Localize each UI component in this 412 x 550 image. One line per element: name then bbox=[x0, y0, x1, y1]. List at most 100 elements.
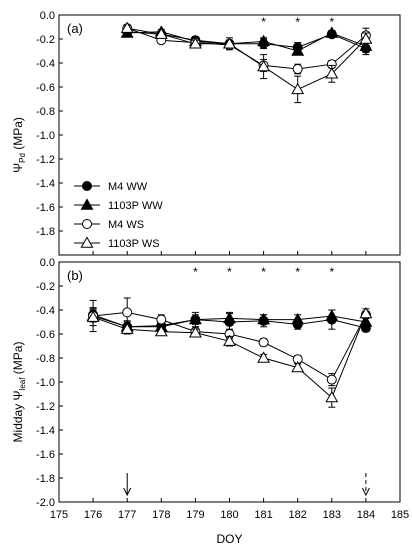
data-point bbox=[326, 374, 337, 385]
series-1103p-ws bbox=[120, 21, 373, 104]
y-tick-label: 0.0 bbox=[40, 10, 55, 22]
data-point bbox=[257, 59, 271, 72]
y-axis-title-unit: (MPa) bbox=[11, 117, 25, 153]
y-tick-label: -1.2 bbox=[36, 401, 55, 413]
y-axis-title-main: Midday Ψ bbox=[11, 390, 25, 442]
significance-star: * bbox=[227, 265, 232, 279]
data-point bbox=[223, 311, 236, 324]
significance-star: * bbox=[329, 15, 334, 29]
y-axis-title-main: Ψ bbox=[11, 163, 25, 173]
significance-star: * bbox=[261, 15, 266, 29]
y-tick-label: -1.4 bbox=[36, 425, 55, 437]
panel-label: (b) bbox=[67, 268, 83, 283]
y-tick-label: -1.6 bbox=[36, 202, 55, 214]
x-tick-label: 179 bbox=[186, 509, 204, 521]
arrow-head bbox=[123, 487, 132, 497]
legend-label: 1103P WW bbox=[108, 200, 163, 212]
significance-star: * bbox=[193, 265, 198, 279]
series-1103p-ws bbox=[86, 306, 373, 408]
y-tick-label: -0.6 bbox=[36, 82, 55, 94]
legend-marker bbox=[82, 181, 92, 191]
data-point bbox=[188, 326, 202, 338]
data-point bbox=[291, 360, 305, 373]
significance-star: * bbox=[261, 265, 266, 279]
x-tick-label: 177 bbox=[118, 509, 136, 521]
panel-b: 0.0 -0.2 -0.4 -0.6 -0.8 -1.0 -1.2 -1.4 -1.6 -1.8 -… bbox=[11, 257, 409, 546]
data-point bbox=[154, 27, 168, 39]
y-tick-label: -1.6 bbox=[36, 449, 55, 461]
data-point bbox=[325, 67, 339, 79]
data-point bbox=[120, 322, 134, 334]
data-point bbox=[223, 37, 236, 49]
data-point bbox=[359, 306, 373, 319]
data-point bbox=[257, 34, 271, 47]
data-point bbox=[291, 82, 305, 95]
y-tick-label: -0.4 bbox=[36, 305, 55, 317]
data-point bbox=[156, 314, 167, 325]
x-tick-label: 183 bbox=[323, 509, 341, 521]
data-point bbox=[257, 351, 271, 363]
x-tick-label: 175 bbox=[50, 509, 68, 521]
y-axis-title-sub: leaf bbox=[18, 377, 27, 391]
y-tick-label: -0.8 bbox=[36, 353, 55, 365]
data-point bbox=[188, 312, 202, 325]
x-tick-label: 181 bbox=[254, 509, 272, 521]
x-tick-label: 180 bbox=[220, 509, 238, 521]
y-tick-label: -0.2 bbox=[36, 34, 55, 46]
data-point bbox=[257, 312, 271, 325]
y-axis-title-sub: Pd bbox=[18, 153, 27, 163]
y-tick-label: -2.0 bbox=[36, 497, 55, 509]
data-point bbox=[223, 334, 236, 346]
data-point bbox=[86, 310, 100, 322]
series-line bbox=[127, 27, 367, 90]
x-tick-label: 184 bbox=[357, 509, 375, 521]
y-axis-title-unit: (MPa) bbox=[11, 342, 25, 378]
significance-star: * bbox=[329, 265, 334, 279]
x-tick-label: 182 bbox=[289, 509, 307, 521]
x-tick-label: 178 bbox=[152, 509, 170, 521]
legend-marker bbox=[82, 219, 92, 229]
y-tick-label: -1.8 bbox=[36, 473, 55, 485]
significance-star: * bbox=[295, 15, 300, 29]
x-axis-title: DOY bbox=[216, 532, 242, 546]
legend-marker bbox=[80, 198, 94, 210]
x-tick-label: 176 bbox=[84, 509, 102, 521]
x-tick-label: 185 bbox=[391, 509, 409, 521]
data-point bbox=[291, 44, 305, 56]
y-tick-label: 0.0 bbox=[40, 257, 55, 269]
y-tick-label: -1.4 bbox=[36, 178, 55, 190]
data-point bbox=[154, 324, 168, 337]
y-tick-label: -1.0 bbox=[36, 130, 55, 142]
y-tick-label: -1.2 bbox=[36, 154, 55, 166]
panel-a: 0.0 -0.2 -0.4 -0.6 -0.8 -1.0 -1.2 -1.4 -1.6 -1.8 Ψ… bbox=[11, 10, 401, 256]
data-point bbox=[325, 309, 339, 321]
data-point bbox=[120, 21, 134, 33]
legend-label: M4 WW bbox=[108, 181, 148, 193]
y-tick-label: -0.4 bbox=[36, 58, 55, 70]
data-point bbox=[359, 32, 373, 44]
significance-star: * bbox=[295, 265, 300, 279]
data-point bbox=[325, 26, 339, 38]
y-tick-label: -1.8 bbox=[36, 226, 55, 238]
series-line bbox=[127, 31, 367, 52]
data-point bbox=[188, 37, 202, 49]
y-tick-label: -0.2 bbox=[36, 281, 55, 293]
y-axis-title: ΨPd (MPa) bbox=[11, 117, 27, 173]
legend-label: 1103P WS bbox=[108, 238, 160, 250]
data-point bbox=[122, 307, 133, 318]
arrow-head bbox=[361, 487, 370, 497]
data-point bbox=[325, 390, 339, 403]
y-axis-title: Midday Ψleaf (MPa) bbox=[11, 342, 27, 443]
legend-label: M4 WS bbox=[108, 219, 144, 231]
y-tick-label: -0.8 bbox=[36, 106, 55, 118]
data-point bbox=[291, 312, 305, 325]
data-point bbox=[292, 64, 303, 74]
plot-frame bbox=[58, 261, 401, 503]
y-tick-label: -1.0 bbox=[36, 377, 55, 389]
y-tick-label: -0.6 bbox=[36, 329, 55, 341]
data-point bbox=[258, 337, 269, 348]
legend: M4 WW 1103P WW M4 WS 1103P WS bbox=[74, 181, 163, 250]
legend-marker bbox=[80, 236, 94, 248]
panel-label: (a) bbox=[67, 21, 83, 36]
